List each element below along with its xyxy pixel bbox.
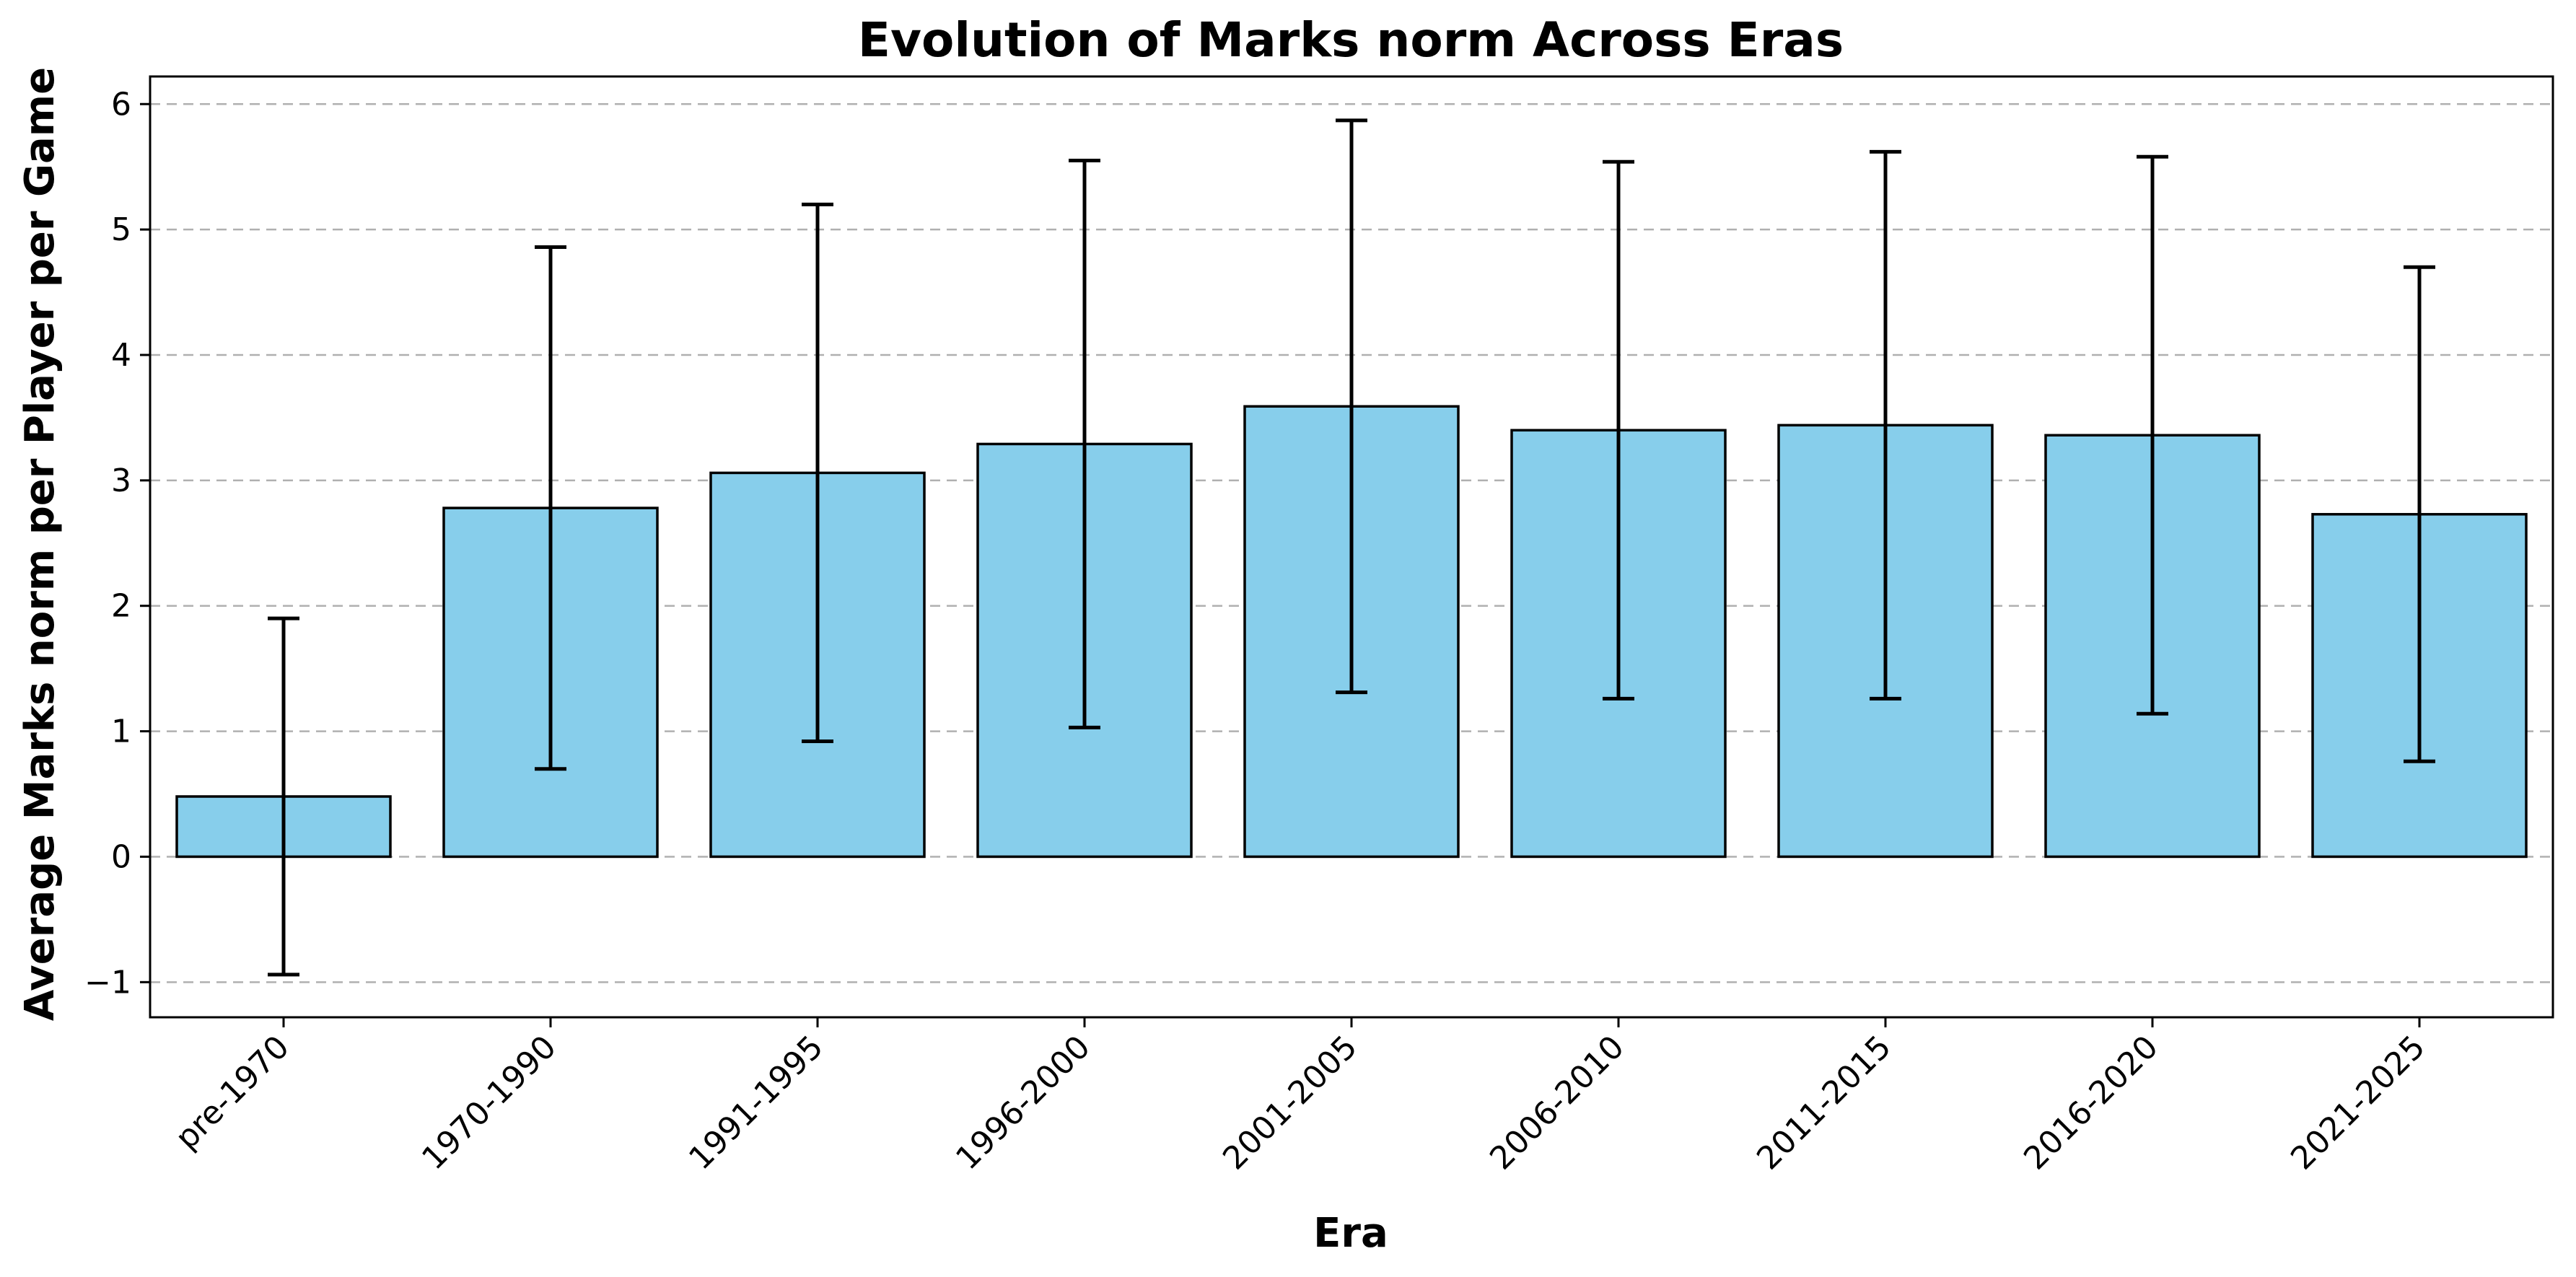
y-tick-label: 0	[111, 838, 131, 875]
y-tick-label: 4	[111, 337, 131, 374]
y-tick-label: 2	[111, 588, 131, 625]
y-tick-label: 3	[111, 462, 131, 499]
error-bar-2016-2020	[2137, 154, 2168, 716]
chart-title: Evolution of Marks norm Across Eras	[858, 12, 1844, 68]
y-ticks: −1 0 1 2 3 4 5 6	[84, 86, 150, 1001]
y-tick-label: 1	[111, 714, 131, 750]
error-bar-1996-2000	[1069, 158, 1100, 729]
error-bar-1991-1995	[802, 202, 833, 743]
error-bar-2011-2015	[1870, 149, 1901, 701]
y-tick-label: 5	[111, 211, 131, 248]
error-bar-2006-2010	[1603, 159, 1634, 701]
y-axis-label: Average Marks norm per Player per Game	[17, 67, 63, 1021]
error-bars	[268, 118, 2435, 977]
error-bar-2021-2025	[2404, 265, 2435, 763]
error-bar-pre-1970	[268, 616, 299, 977]
x-axis-label: Era	[1313, 1210, 1388, 1257]
error-bar-1970-1990	[535, 245, 566, 771]
error-bar-2001-2005	[1336, 118, 1367, 695]
y-tick-label: 6	[111, 86, 131, 123]
y-tick-label: −1	[84, 964, 131, 1001]
